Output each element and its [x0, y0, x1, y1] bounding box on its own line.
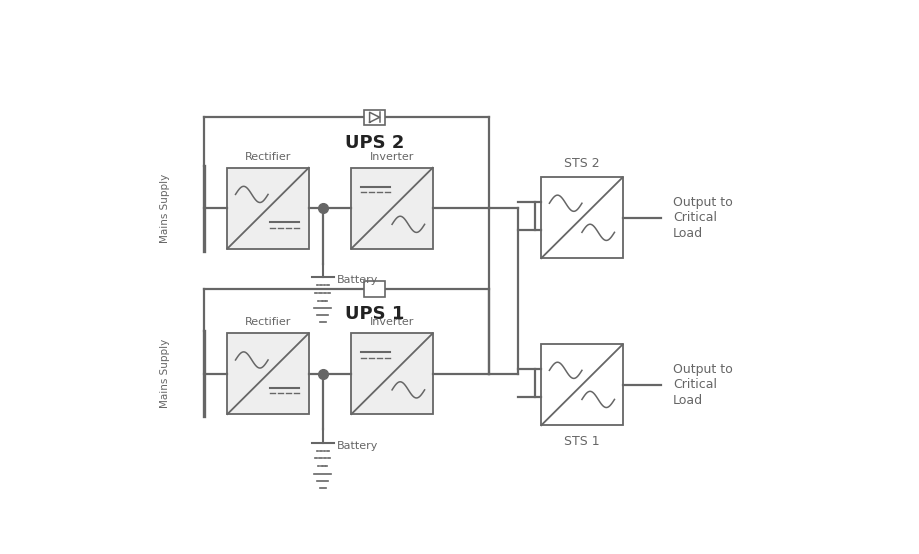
Bar — [363, 110, 385, 125]
Text: Critical: Critical — [673, 378, 716, 391]
Text: UPS 1: UPS 1 — [345, 305, 403, 324]
Text: Critical: Critical — [673, 211, 716, 224]
Text: Output to: Output to — [673, 363, 732, 376]
Text: Rectifier: Rectifier — [244, 152, 291, 162]
Bar — [540, 177, 622, 258]
Bar — [351, 334, 432, 414]
Text: Inverter: Inverter — [369, 317, 414, 327]
Text: UPS 2: UPS 2 — [345, 134, 403, 152]
Text: Battery: Battery — [336, 275, 378, 285]
Bar — [351, 168, 432, 249]
Text: Rectifier: Rectifier — [244, 317, 291, 327]
Text: Inverter: Inverter — [369, 152, 414, 162]
Text: Battery: Battery — [336, 440, 378, 451]
Text: Mains Supply: Mains Supply — [160, 339, 170, 408]
Text: STS 1: STS 1 — [563, 434, 599, 448]
Text: Output to: Output to — [673, 196, 732, 209]
Bar — [227, 168, 309, 249]
Text: STS 2: STS 2 — [563, 157, 599, 170]
Bar — [363, 281, 385, 297]
Bar — [540, 345, 622, 425]
Bar — [227, 334, 309, 414]
Text: Load: Load — [673, 227, 702, 240]
Text: Load: Load — [673, 394, 702, 407]
Text: Mains Supply: Mains Supply — [160, 173, 170, 243]
